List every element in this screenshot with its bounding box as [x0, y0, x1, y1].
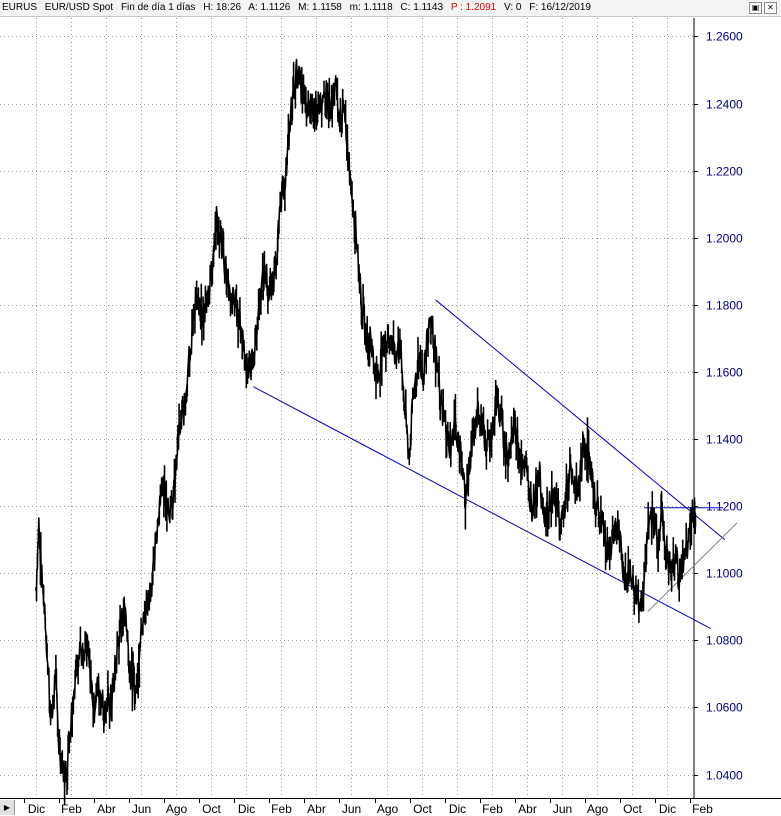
- y-tick-label: 1.1000: [706, 567, 743, 581]
- period-label: Fin de día 1 días: [120, 2, 196, 13]
- min-value: m: 1.1118: [349, 2, 393, 13]
- x-tick-label: Feb: [482, 802, 503, 816]
- close-icon[interactable]: ✕: [764, 2, 777, 14]
- x-axis: Dic Feb Abr Jun Ago Oct Dic Feb Abr Jun Ago Oct Dic F…: [24, 798, 713, 816]
- x-tick-label: Jun: [553, 802, 572, 816]
- y-axis: 1.2600 1.2400 1.2200 1.2000 1.1800 1.1600 1.14…: [694, 30, 743, 783]
- window-controls: ▣ ✕: [749, 2, 777, 14]
- trendlines: [253, 299, 738, 630]
- symbol-label: EURUS: [2, 2, 38, 13]
- chart-grid: [0, 18, 781, 799]
- y-tick-label: 1.1600: [706, 366, 743, 380]
- y-tick-label: 1.2600: [706, 30, 743, 44]
- y-tick-label: 1.2200: [706, 165, 743, 179]
- instrument-description: EUR/USD Spot: [44, 2, 114, 13]
- scroll-left-icon[interactable]: ▶: [0, 800, 15, 815]
- y-tick-label: 1.2400: [706, 98, 743, 112]
- y-tick-label: 1.2000: [706, 232, 743, 246]
- y-tick-label: 1.1800: [706, 299, 743, 313]
- x-tick-label: Dic: [449, 802, 466, 816]
- x-tick-label: Oct: [623, 802, 642, 816]
- x-tick-label: Abr: [518, 802, 537, 816]
- close-value: C: 1.1143: [400, 2, 444, 13]
- trendline: [647, 522, 738, 613]
- x-tick-label: Dic: [659, 802, 676, 816]
- x-tick-label: Oct: [413, 802, 432, 816]
- ask-value: A: 1.1126: [248, 2, 291, 13]
- x-tick-label: Abr: [307, 802, 326, 816]
- x-tick-label: Oct: [202, 802, 221, 816]
- x-tick-label: Dic: [238, 802, 255, 816]
- x-tick-label: Feb: [692, 802, 713, 816]
- y-tick-label: 1.0600: [706, 701, 743, 715]
- price-series: [35, 58, 697, 805]
- p-value: P : 1.2091: [450, 2, 497, 13]
- date-value: F: 16/12/2019: [529, 2, 591, 13]
- restore-icon[interactable]: ▣: [749, 2, 762, 14]
- x-tick-label: Ago: [377, 802, 399, 816]
- x-tick-label: Ago: [587, 802, 609, 816]
- y-tick-label: 1.1200: [706, 500, 743, 514]
- hour-value: H: 18:26: [203, 2, 242, 13]
- x-tick-label: Jun: [342, 802, 361, 816]
- max-value: M: 1.1158: [298, 2, 342, 13]
- x-tick-label: Jun: [132, 802, 151, 816]
- volume-value: V: 0: [504, 2, 522, 13]
- chart-title-bar: EURUS EUR/USD Spot Fin de día 1 días H: …: [0, 0, 781, 17]
- y-tick-label: 1.1400: [706, 433, 743, 447]
- x-tick-label: Abr: [97, 802, 116, 816]
- x-tick-label: Ago: [166, 802, 188, 816]
- x-tick-label: Feb: [271, 802, 292, 816]
- x-tick-label: Dic: [28, 802, 45, 816]
- y-tick-label: 1.0400: [706, 769, 743, 783]
- trendline: [435, 299, 726, 541]
- x-tick-label: Feb: [61, 802, 82, 816]
- chart-info-line: EURUS EUR/USD Spot Fin de día 1 días H: …: [2, 2, 596, 13]
- price-line: [35, 58, 697, 805]
- y-tick-label: 1.0800: [706, 634, 743, 648]
